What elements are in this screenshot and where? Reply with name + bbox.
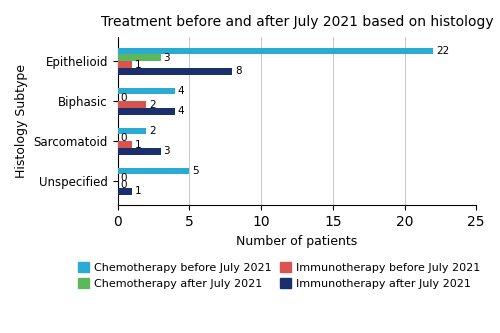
Bar: [118, 88, 175, 94]
Bar: [118, 61, 132, 68]
Text: 5: 5: [192, 166, 199, 176]
Bar: [118, 68, 232, 75]
Text: 4: 4: [178, 86, 184, 96]
Text: 0: 0: [120, 93, 127, 103]
Bar: [118, 54, 160, 61]
Text: 4: 4: [178, 107, 184, 117]
Y-axis label: Histology Subtype: Histology Subtype: [15, 64, 28, 178]
Text: 1: 1: [135, 140, 141, 150]
Text: 0: 0: [120, 173, 127, 183]
Bar: [118, 128, 146, 135]
X-axis label: Number of patients: Number of patients: [236, 234, 358, 248]
Text: 2: 2: [149, 100, 156, 110]
Text: 0: 0: [120, 133, 127, 143]
Bar: [118, 101, 146, 108]
Text: 22: 22: [436, 46, 450, 56]
Bar: [118, 108, 175, 115]
Legend: Chemotherapy before July 2021, Chemotherapy after July 2021, Immunotherapy befor: Chemotherapy before July 2021, Chemother…: [74, 258, 484, 293]
Bar: [118, 48, 433, 54]
Text: 3: 3: [164, 53, 170, 63]
Text: 0: 0: [120, 180, 127, 190]
Title: Treatment before and after July 2021 based on histology: Treatment before and after July 2021 bas…: [100, 15, 494, 29]
Text: 8: 8: [236, 66, 242, 76]
Bar: [118, 148, 160, 155]
Bar: [118, 141, 132, 148]
Bar: [118, 168, 190, 174]
Text: 1: 1: [135, 60, 141, 70]
Text: 3: 3: [164, 147, 170, 157]
Text: 1: 1: [135, 186, 141, 196]
Text: 2: 2: [149, 126, 156, 136]
Bar: [118, 188, 132, 195]
